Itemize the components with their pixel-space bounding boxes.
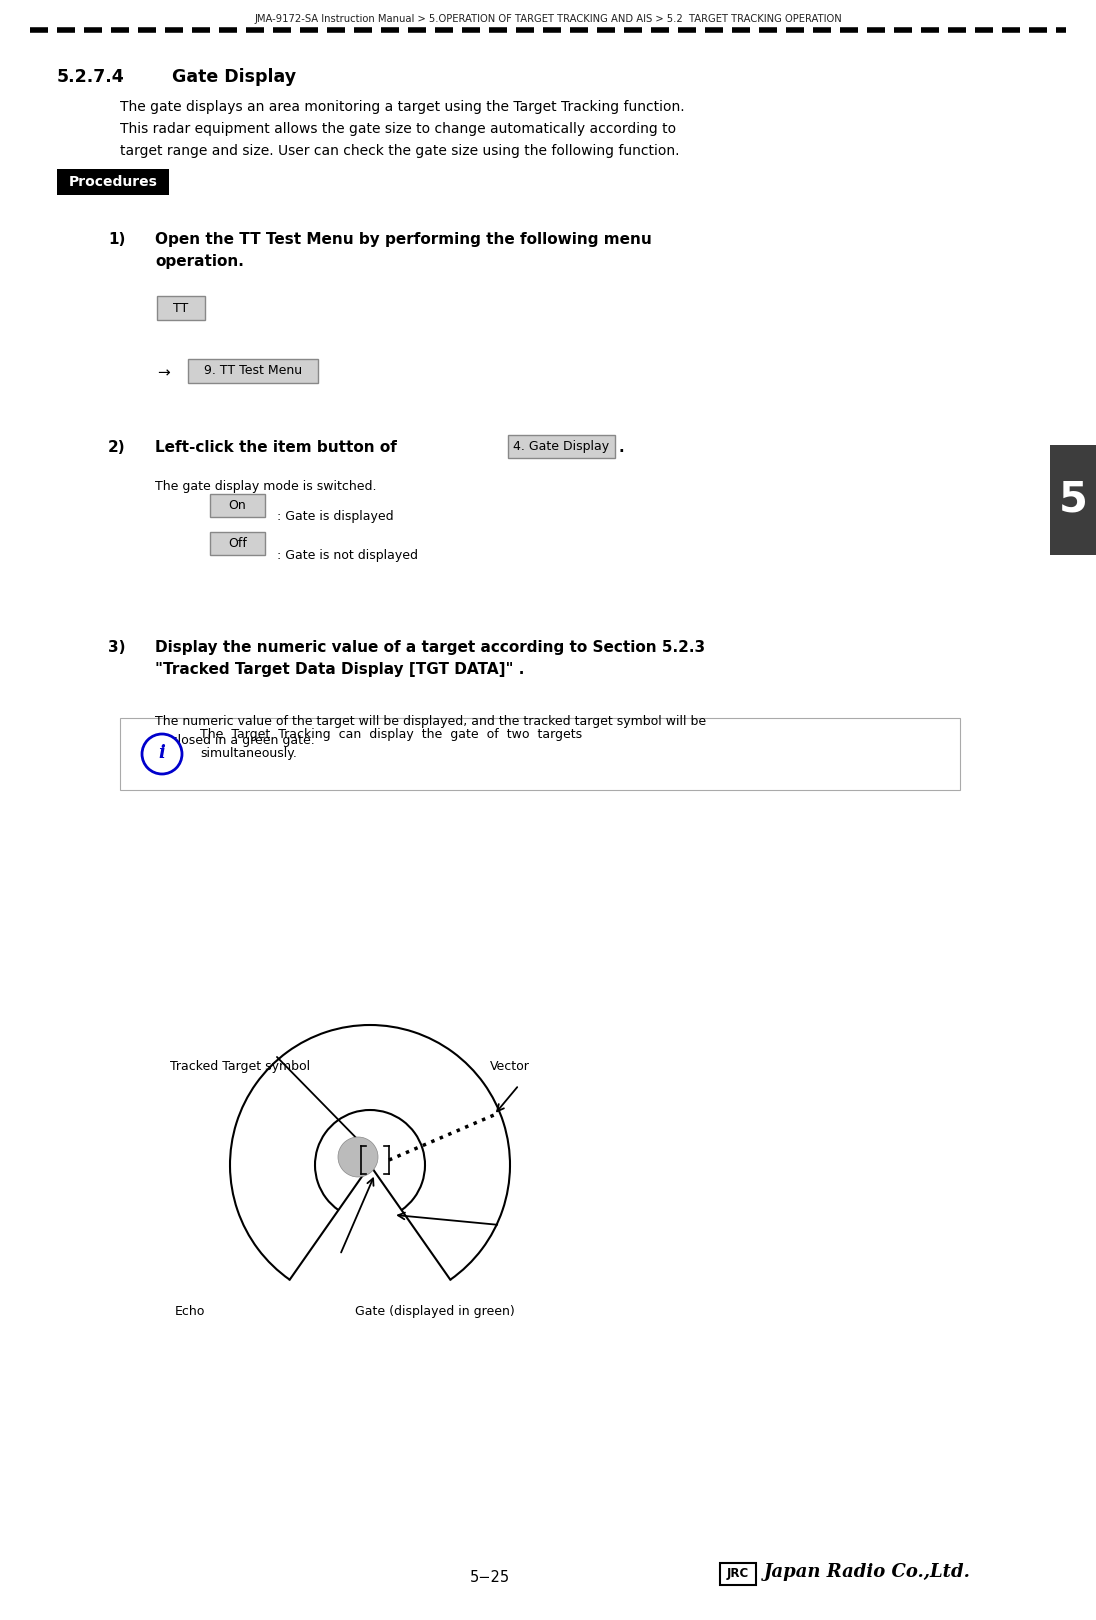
FancyBboxPatch shape bbox=[157, 296, 205, 321]
Text: : Gate is displayed: : Gate is displayed bbox=[277, 510, 393, 523]
Text: 1): 1) bbox=[109, 232, 125, 246]
Text: 4. Gate Display: 4. Gate Display bbox=[513, 441, 609, 454]
Text: JRC: JRC bbox=[727, 1568, 750, 1581]
Text: Open the TT Test Menu by performing the following menu
operation.: Open the TT Test Menu by performing the … bbox=[155, 232, 652, 269]
Text: Left-click the item button of: Left-click the item button of bbox=[155, 441, 397, 455]
FancyBboxPatch shape bbox=[57, 168, 169, 194]
Circle shape bbox=[338, 1137, 378, 1178]
FancyBboxPatch shape bbox=[210, 494, 265, 517]
Text: 2): 2) bbox=[109, 441, 126, 455]
Text: Off: Off bbox=[228, 536, 247, 551]
Text: Vector: Vector bbox=[490, 1059, 529, 1072]
FancyBboxPatch shape bbox=[1050, 446, 1096, 556]
Text: The gate display mode is switched.: The gate display mode is switched. bbox=[155, 480, 377, 492]
Text: 5: 5 bbox=[1059, 480, 1087, 522]
Text: Tracked Target symbol: Tracked Target symbol bbox=[170, 1059, 310, 1072]
Text: 3): 3) bbox=[109, 640, 126, 654]
Text: Display the numeric value of a target according to Section 5.2.3
"Tracked Target: Display the numeric value of a target ac… bbox=[155, 640, 705, 677]
FancyBboxPatch shape bbox=[720, 1563, 756, 1584]
Text: On: On bbox=[229, 499, 247, 512]
FancyBboxPatch shape bbox=[119, 718, 960, 791]
Text: The gate displays an area monitoring a target using the Target Tracking function: The gate displays an area monitoring a t… bbox=[119, 100, 685, 159]
Circle shape bbox=[142, 734, 182, 774]
Text: Japan Radio Co.,Ltd.: Japan Radio Co.,Ltd. bbox=[764, 1563, 971, 1581]
Text: .: . bbox=[619, 441, 625, 455]
Text: i: i bbox=[159, 744, 165, 761]
Text: Gate Display: Gate Display bbox=[172, 68, 296, 86]
Text: Echo: Echo bbox=[175, 1306, 205, 1319]
Text: The numeric value of the target will be displayed, and the tracked target symbol: The numeric value of the target will be … bbox=[155, 714, 706, 747]
Text: Gate (displayed in green): Gate (displayed in green) bbox=[355, 1306, 515, 1319]
Text: Procedures: Procedures bbox=[69, 175, 158, 190]
Text: JMA-9172-SA Instruction Manual > 5.OPERATION OF TARGET TRACKING AND AIS > 5.2  T: JMA-9172-SA Instruction Manual > 5.OPERA… bbox=[254, 15, 842, 24]
Text: The  Target  Tracking  can  display  the  gate  of  two  targets
simultaneously.: The Target Tracking can display the gate… bbox=[199, 727, 582, 760]
Text: : Gate is not displayed: : Gate is not displayed bbox=[277, 549, 418, 562]
Text: 5−25: 5−25 bbox=[470, 1570, 510, 1584]
FancyBboxPatch shape bbox=[189, 360, 318, 382]
Text: TT: TT bbox=[173, 301, 189, 314]
Text: →: → bbox=[157, 364, 170, 381]
FancyBboxPatch shape bbox=[509, 436, 615, 458]
Text: 9. TT Test Menu: 9. TT Test Menu bbox=[204, 364, 302, 377]
Text: 5.2.7.4: 5.2.7.4 bbox=[57, 68, 125, 86]
FancyBboxPatch shape bbox=[210, 531, 265, 556]
